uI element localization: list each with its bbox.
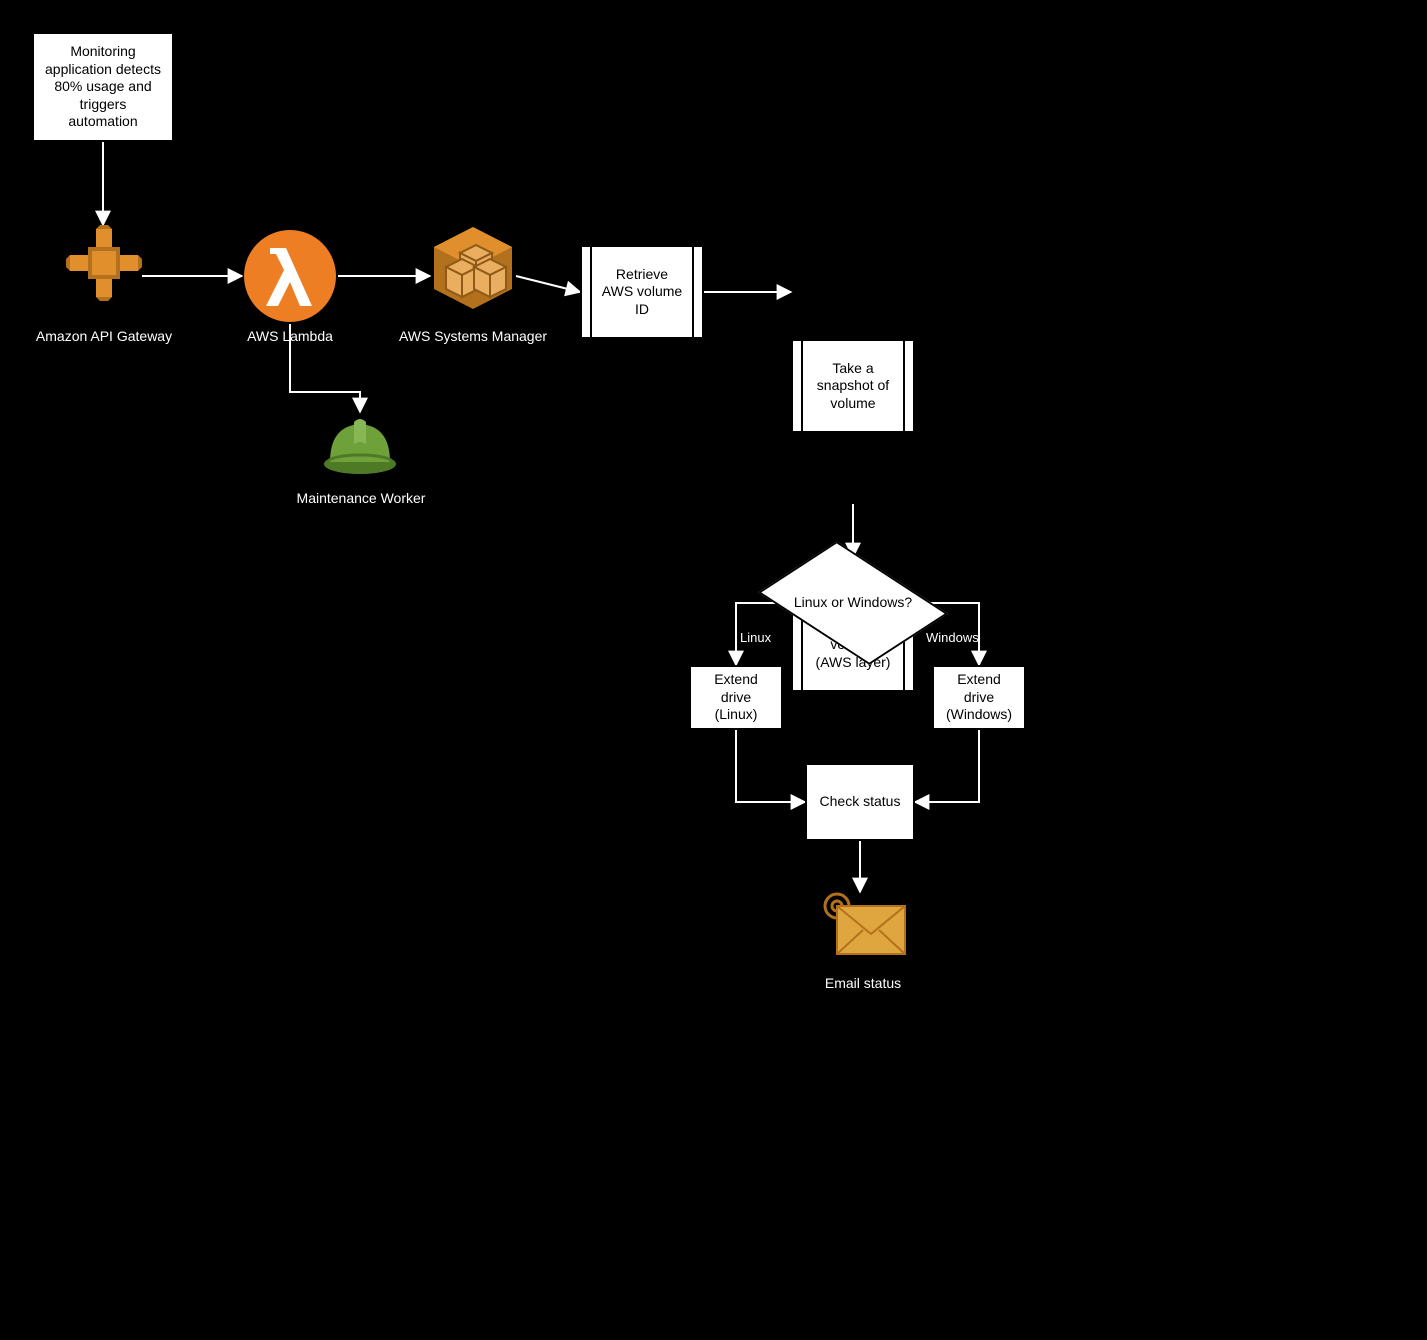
edge-label-windows: Windows [926,630,979,645]
email-icon [815,890,911,962]
maintenance-worker-icon [320,412,400,476]
extend-windows-label: Extend drive (Windows) [944,671,1014,724]
extend-linux-box: Extend drive (Linux) [689,665,783,730]
flowchart-stage: Monitoring application detects 80% usage… [0,0,1140,1060]
api-gateway-caption: Amazon API Gateway [24,328,184,346]
extend-windows-box: Extend drive (Windows) [932,665,1026,730]
edge [915,730,979,802]
check-status-label: Check status [820,793,901,811]
check-status-box: Check status [805,763,915,841]
worker-caption: Maintenance Worker [276,490,446,508]
edge [736,730,805,802]
retrieve-volume-subproc: Retrieve AWS volume ID [580,245,704,339]
aws-ssm-icon [430,225,516,311]
email-caption: Email status [778,975,948,993]
extend-linux-label: Extend drive (Linux) [701,671,771,724]
edge-label-linux: Linux [740,630,771,645]
snapshot-subproc: Take a snapshot of volume [791,339,915,433]
aws-api-gateway-icon [66,225,142,301]
lambda-caption: AWS Lambda [205,328,375,346]
snapshot-label: Take a snapshot of volume [811,360,895,413]
retrieve-volume-label: Retrieve AWS volume ID [600,266,684,319]
monitor-box: Monitoring application detects 80% usage… [32,32,174,142]
ssm-caption: AWS Systems Manager [378,328,568,346]
monitor-box-label: Monitoring application detects 80% usage… [44,43,162,131]
aws-lambda-icon [242,228,338,324]
os-decision: Linux or Windows? [788,557,918,649]
edges-layer [0,0,1140,1060]
edge [516,276,580,292]
os-decision-label: Linux or Windows? [794,594,912,612]
